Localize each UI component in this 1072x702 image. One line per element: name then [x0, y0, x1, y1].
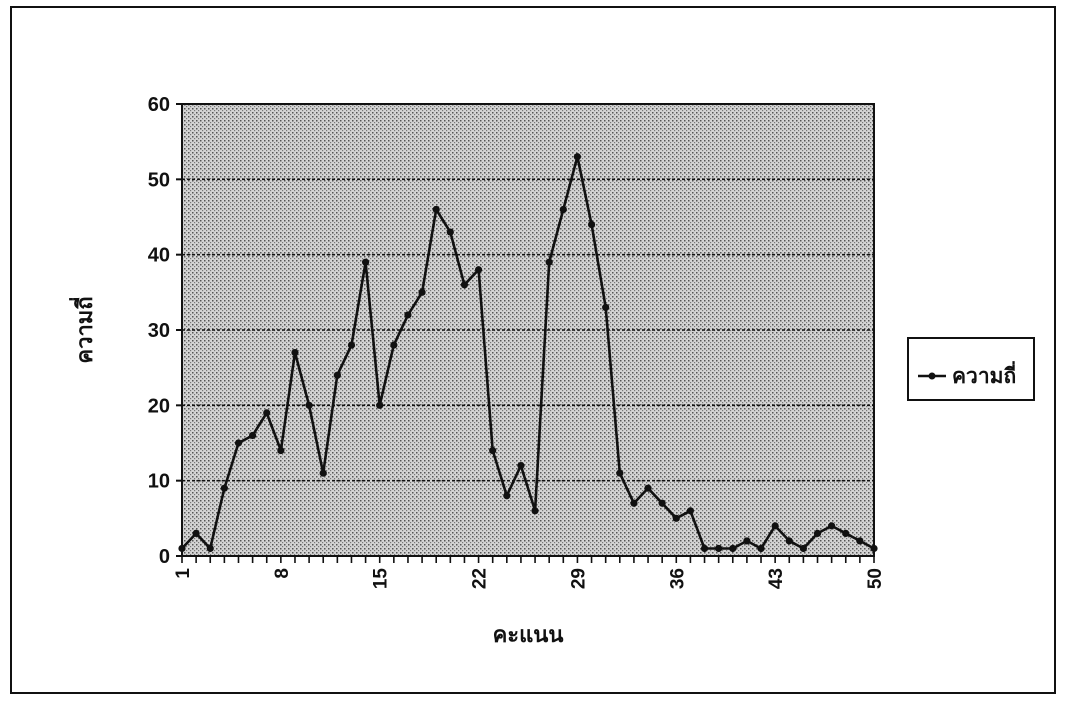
y-tick-label: 10: [148, 471, 170, 493]
y-tick-label: 40: [148, 245, 170, 267]
data-point: [220, 484, 228, 492]
y-axis-ticks: 0 10 20 30 40 50 60: [148, 94, 182, 568]
data-point: [842, 529, 850, 538]
data-point: [347, 341, 356, 349]
data-point: [856, 537, 864, 545]
data-point: [799, 544, 807, 553]
data-point: [474, 266, 483, 274]
data-point: [743, 537, 751, 545]
y-tick-label: 30: [148, 320, 170, 342]
data-point: [503, 492, 511, 500]
data-point: [658, 499, 666, 507]
y-tick-label: 60: [148, 94, 170, 116]
data-point: [376, 401, 384, 409]
x-tick-label: 1: [173, 568, 194, 579]
data-point: [630, 499, 638, 507]
data-point: [545, 258, 553, 266]
y-tick-label: 0: [159, 546, 170, 568]
data-point: [319, 469, 327, 477]
line-chart: 0 10 20 30 40 50 60 1 8 15 22 29 36 43 50 คะแนน ความถ…: [68, 94, 1035, 647]
data-point: [672, 514, 680, 522]
data-point: [305, 401, 313, 409]
data-point: [644, 484, 652, 492]
data-point: [602, 303, 610, 311]
data-point: [291, 349, 299, 357]
data-point: [771, 522, 779, 530]
y-axis-title: ความถี่: [68, 296, 97, 363]
data-point: [249, 431, 257, 440]
y-tick-label: 20: [148, 395, 170, 417]
data-point: [390, 341, 398, 349]
x-axis-ticks: 1 8 15 22 29 36 43 50: [173, 556, 886, 589]
data-point: [616, 469, 624, 477]
data-point: [813, 529, 822, 538]
data-point: [828, 522, 836, 530]
data-point: [757, 544, 765, 553]
x-tick-label: 36: [667, 568, 688, 589]
data-point: [686, 507, 695, 515]
data-point: [460, 281, 469, 289]
data-point: [715, 544, 723, 553]
y-tick-label: 50: [148, 169, 170, 191]
data-point: [418, 288, 426, 296]
data-point: [517, 462, 525, 470]
data-point: [361, 258, 370, 266]
chart-frame: 0 10 20 30 40 50 60 1 8 15 22 29 36 43 50 คะแนน ความถ…: [10, 6, 1056, 694]
data-point: [404, 311, 412, 319]
data-point: [700, 544, 709, 553]
data-point: [729, 544, 737, 553]
series-layer: [178, 153, 878, 553]
data-point: [559, 205, 567, 214]
x-tick-label: 43: [766, 568, 787, 589]
x-tick-label: 8: [272, 568, 293, 579]
x-tick-label: 15: [371, 568, 392, 590]
legend-box: [907, 337, 1035, 401]
data-point: [277, 446, 285, 455]
data-point: [178, 544, 186, 553]
data-point: [234, 439, 243, 447]
data-point: [531, 507, 539, 515]
data-point: [573, 153, 582, 161]
x-tick-label: 50: [865, 568, 886, 589]
data-point: [333, 371, 341, 379]
data-point: [446, 228, 454, 236]
x-tick-label: 22: [470, 568, 491, 589]
legend-marker: [928, 372, 936, 380]
data-point: [192, 529, 200, 538]
data-point: [489, 446, 497, 455]
data-point: [870, 544, 878, 553]
data-point: [263, 409, 271, 417]
data-point: [785, 537, 793, 545]
gridlines: [182, 178, 874, 482]
x-axis-title: คะแนน: [493, 622, 564, 647]
x-tick-label: 29: [568, 568, 589, 589]
legend: ความถี่: [907, 337, 1035, 401]
legend-label: ความถี่: [952, 360, 1016, 388]
data-point: [587, 220, 596, 229]
data-point: [432, 205, 440, 214]
data-point: [206, 544, 214, 553]
